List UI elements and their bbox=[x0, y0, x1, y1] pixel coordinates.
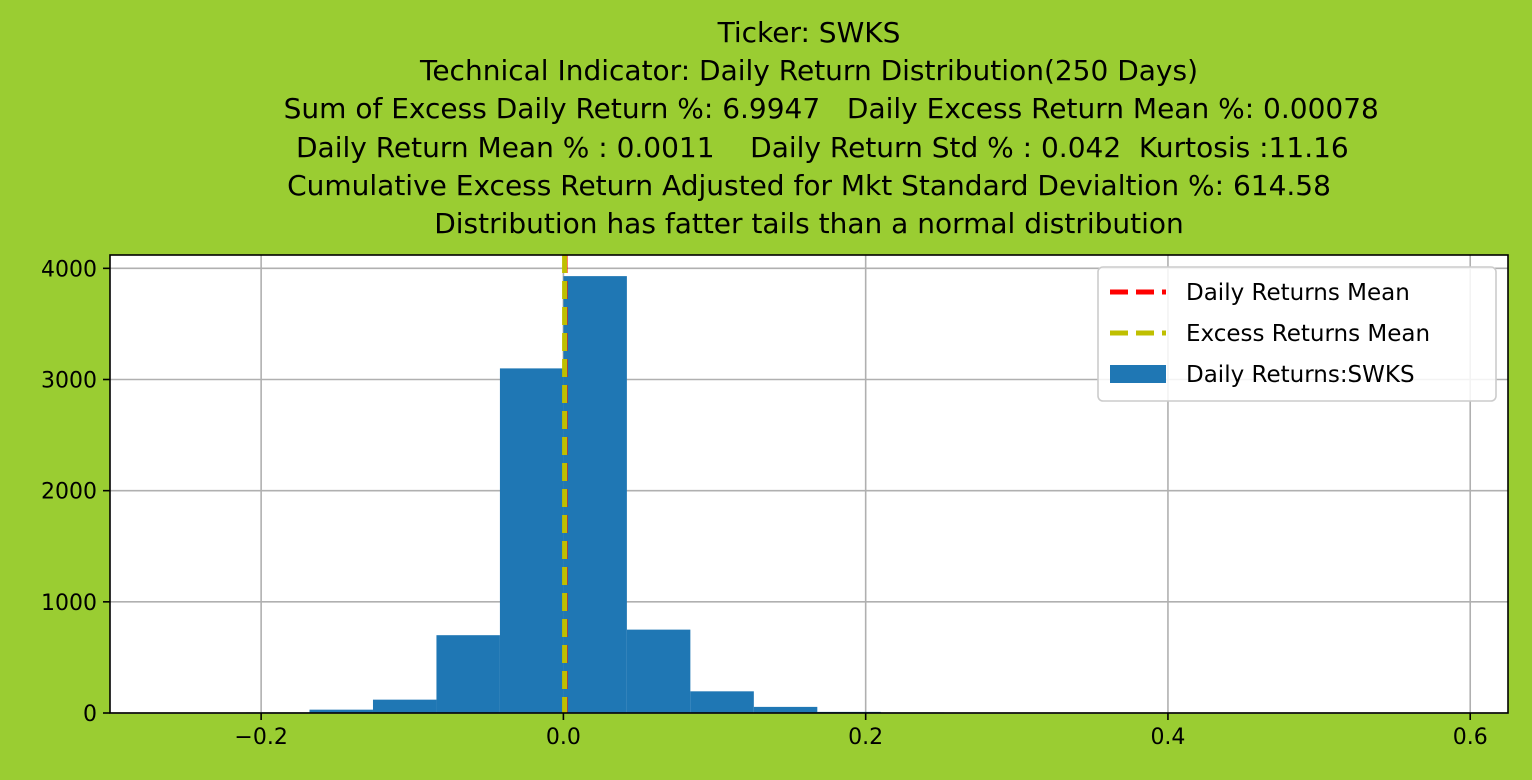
histogram-bar-6 bbox=[626, 629, 691, 713]
legend-swatch-2 bbox=[1110, 365, 1166, 383]
x-tick-label-4: 0.6 bbox=[1453, 725, 1488, 750]
legend-label-0: Daily Returns Mean bbox=[1186, 280, 1410, 306]
histogram-bar-3 bbox=[436, 635, 500, 713]
x-tick-label-3: 0.4 bbox=[1150, 725, 1185, 750]
legend-label-2: Daily Returns:SWKS bbox=[1186, 362, 1415, 388]
chart-title: Ticker: SWKS Technical Indicator: Daily … bbox=[110, 14, 1508, 243]
histogram-bar-4 bbox=[499, 368, 564, 713]
x-tick-label-1: 0.0 bbox=[546, 725, 581, 750]
title-line-indicator: Technical Indicator: Daily Return Distri… bbox=[419, 54, 1199, 88]
y-axis-ticks: 0 1000 2000 3000 4000 bbox=[41, 257, 110, 727]
plot-frame bbox=[109, 254, 1509, 714]
histogram-bar-5 bbox=[563, 276, 627, 713]
x-tick-label-2: 0.2 bbox=[848, 725, 883, 750]
y-tick-label-0: 0 bbox=[83, 702, 97, 727]
title-line-cumulative: Cumulative Excess Return Adjusted for Mk… bbox=[287, 168, 1331, 202]
y-tick-label-1: 1000 bbox=[41, 591, 97, 616]
title-line-mean-std: Daily Return Mean % : 0.0011 Daily Retur… bbox=[269, 130, 1349, 164]
legend: Daily Returns Mean Excess Returns Mean Dai… bbox=[1097, 266, 1497, 402]
histogram-bar-7 bbox=[690, 691, 754, 713]
y-tick-label-2: 2000 bbox=[41, 480, 97, 505]
histogram-bar-8 bbox=[753, 706, 818, 713]
title-line-excess-sum: Sum of Excess Daily Return %: 6.9947 Dai… bbox=[239, 92, 1379, 126]
x-axis-ticks: −0.2 0.0 0.2 0.4 0.6 bbox=[234, 713, 1488, 750]
legend-label-1: Excess Returns Mean bbox=[1186, 321, 1430, 347]
histogram-bars bbox=[246, 276, 945, 713]
legend-box bbox=[1097, 266, 1497, 402]
histogram-bar-1 bbox=[309, 709, 373, 713]
title-line-tails: Distribution has fatter tails than a nor… bbox=[434, 207, 1184, 241]
histogram-bar-2 bbox=[372, 699, 437, 713]
y-tick-label-3: 3000 bbox=[41, 369, 97, 394]
title-line-ticker: Ticker: SWKS bbox=[717, 16, 901, 49]
x-tick-label-0: −0.2 bbox=[234, 725, 287, 750]
y-tick-label-4: 4000 bbox=[41, 257, 97, 282]
